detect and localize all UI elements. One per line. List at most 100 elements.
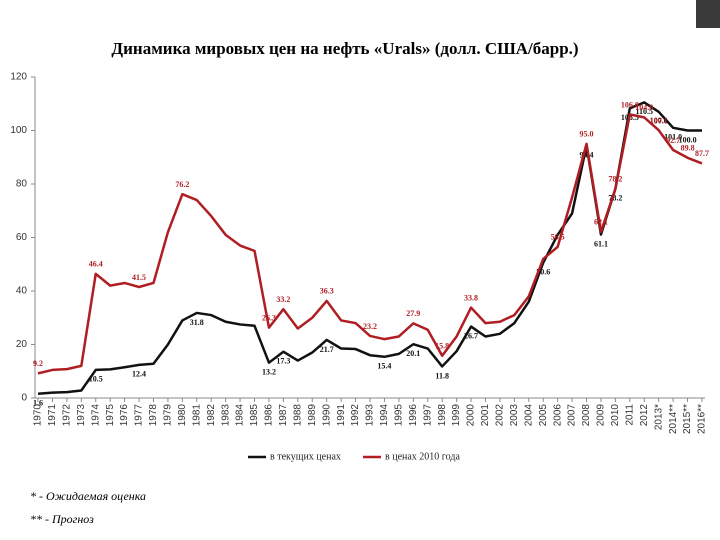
- x-tick-label: 1985: [249, 404, 260, 427]
- x-tick-label: 2000: [466, 404, 477, 427]
- data-label: 100.0: [679, 135, 697, 144]
- x-tick-label: 2001: [480, 404, 491, 427]
- x-tick-label: 1976: [119, 404, 130, 427]
- x-tick-label: 1980: [177, 404, 188, 427]
- x-tick-label: 1988: [292, 404, 303, 427]
- data-label: 78.2: [608, 175, 622, 184]
- x-tick-label: 2005: [538, 404, 549, 427]
- x-tick-label: 1977: [134, 404, 145, 427]
- data-label: 95.0: [580, 130, 594, 139]
- x-tick-label: 1994: [379, 404, 390, 427]
- data-label: 17.3: [276, 357, 290, 366]
- x-tick-label: 1979: [163, 404, 174, 427]
- data-label: 78.2: [608, 194, 622, 203]
- y-tick-label: 40: [16, 286, 28, 297]
- y-tick-label: 0: [21, 393, 27, 404]
- data-label: 27.9: [406, 309, 420, 318]
- x-tick-label: 1972: [62, 404, 73, 427]
- footnote: ** - Прогноз: [30, 512, 94, 526]
- data-label: 100.1: [650, 116, 668, 125]
- data-label: 107.0: [650, 117, 668, 126]
- data-label: 89.8: [681, 144, 695, 153]
- data-label: 23.2: [363, 322, 377, 331]
- x-tick-label: 1990: [321, 404, 332, 427]
- x-tick-label: 2012: [639, 404, 650, 427]
- x-tick-label: 1989: [307, 404, 318, 427]
- y-tick-label: 60: [16, 232, 28, 243]
- data-label: 15.4: [377, 362, 391, 371]
- data-label: 20.1: [406, 349, 420, 358]
- data-label: 61.1: [594, 239, 608, 248]
- x-tick-label: 2016**: [697, 404, 708, 434]
- data-label: 26.7: [464, 331, 478, 340]
- data-label: 13.2: [262, 368, 276, 377]
- data-label: 33.8: [464, 293, 478, 302]
- y-tick-label: 120: [10, 72, 27, 83]
- data-label: 104.9: [635, 103, 653, 112]
- x-tick-label: 2013*: [653, 404, 664, 430]
- data-label: 1.6: [33, 399, 43, 408]
- x-tick-label: 2002: [495, 404, 506, 427]
- x-tick-label: 1971: [47, 404, 58, 427]
- x-tick-label: 2010: [610, 404, 621, 427]
- data-label: 31.8: [190, 318, 204, 327]
- data-label: 50.6: [536, 267, 550, 276]
- corner-decoration: [696, 0, 720, 28]
- data-label: 11.8: [435, 371, 449, 380]
- data-label: 62.1: [594, 218, 608, 227]
- x-tick-label: 1996: [408, 404, 419, 427]
- legend-label: в ценах 2010 года: [385, 451, 460, 462]
- x-tick-label: 1983: [220, 404, 231, 427]
- x-tick-label: 1992: [350, 404, 361, 427]
- data-label: 94.4: [580, 150, 594, 159]
- x-tick-label: 2009: [596, 404, 607, 427]
- data-label: 46.4: [89, 260, 103, 269]
- x-tick-label: 1970: [33, 404, 44, 427]
- data-label: 9.2: [33, 359, 43, 368]
- data-label: 15.8: [435, 342, 449, 351]
- data-label: 10.5: [89, 375, 103, 384]
- chart-title: Динамика мировых цен на нефть «Urals» (д…: [111, 39, 578, 58]
- x-tick-label: 1986: [264, 404, 275, 427]
- x-tick-label: 1984: [235, 404, 246, 427]
- x-tick-label: 1974: [90, 404, 101, 427]
- x-tick-label: 1975: [105, 404, 116, 427]
- footnote: * - Ожидаемая оценка: [30, 489, 146, 503]
- x-tick-label: 1993: [365, 404, 376, 427]
- data-label: 101.0: [664, 133, 682, 142]
- data-label: 21.7: [320, 345, 334, 354]
- x-tick-label: 1981: [191, 404, 202, 427]
- x-tick-label: 2011: [624, 404, 635, 426]
- y-tick-label: 80: [16, 179, 28, 190]
- x-tick-label: 1997: [422, 404, 433, 427]
- x-tick-label: 1995: [394, 404, 405, 427]
- data-label: 33.2: [276, 295, 290, 304]
- data-label: 41.5: [132, 273, 146, 282]
- x-tick-label: 1982: [206, 404, 217, 427]
- data-label: 76.2: [175, 180, 189, 189]
- series-line: [37, 113, 703, 375]
- x-tick-label: 1978: [148, 404, 159, 427]
- x-tick-label: 1987: [278, 404, 289, 427]
- x-tick-label: 1998: [437, 404, 448, 427]
- data-label: 56.5: [551, 233, 565, 242]
- y-tick-label: 20: [16, 339, 28, 350]
- x-tick-label: 2004: [523, 404, 534, 427]
- data-label: 87.7: [695, 149, 709, 158]
- x-tick-label: 1991: [336, 404, 347, 427]
- x-tick-label: 2007: [567, 404, 578, 427]
- data-label: 92.7: [666, 136, 680, 145]
- data-label: 36.3: [320, 287, 334, 296]
- data-label: 12.4: [132, 370, 146, 379]
- x-tick-label: 2014**: [668, 404, 679, 434]
- data-label: 110.5: [635, 107, 653, 116]
- x-tick-label: 2006: [552, 404, 563, 427]
- x-tick-label: 2008: [581, 404, 592, 427]
- data-label: 106.0: [621, 100, 639, 109]
- x-tick-label: 1999: [451, 404, 462, 427]
- legend-label: в текущих ценах: [270, 451, 341, 462]
- data-label: 26.3: [262, 313, 276, 322]
- x-tick-label: 1973: [76, 404, 87, 427]
- x-tick-label: 2015**: [682, 404, 693, 434]
